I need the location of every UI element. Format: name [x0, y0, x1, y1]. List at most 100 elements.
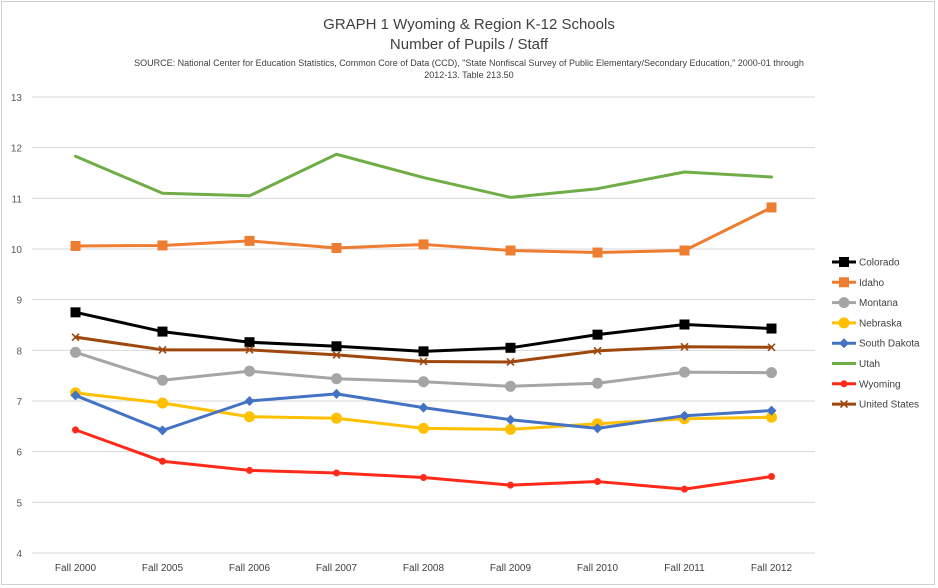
data-point-south-dakota: [679, 410, 690, 421]
y-tick-label: 13: [11, 93, 23, 104]
data-point-colorado: [418, 346, 429, 357]
data-point-colorado: [157, 326, 168, 337]
y-tick-label: 10: [11, 245, 23, 256]
data-point-colorado: [766, 323, 777, 334]
data-point-montana: [418, 376, 429, 388]
legend-label: United States: [859, 400, 919, 411]
legend-item-south-dakota: South Dakota: [832, 338, 920, 350]
data-point-montana: [766, 367, 777, 379]
y-tick-label: 4: [16, 549, 22, 560]
legend-swatch-marker: [840, 380, 848, 388]
data-point-nebraska: [331, 412, 342, 424]
data-point-montana: [70, 346, 81, 358]
y-tick-label: 12: [11, 144, 23, 155]
data-point-idaho: [331, 242, 342, 253]
data-point-wyoming: [507, 481, 514, 489]
data-point-south-dakota: [331, 388, 342, 399]
data-point-montana: [244, 365, 255, 377]
data-point-nebraska: [244, 411, 255, 423]
x-tick-label: Fall 2006: [229, 563, 271, 574]
x-tick-label: Fall 2010: [577, 563, 619, 574]
data-point-wyoming: [420, 474, 427, 482]
legend-label: South Dakota: [859, 339, 920, 350]
legend-item-montana: Montana: [832, 297, 898, 309]
series-south-dakota: [70, 388, 777, 436]
x-tick-label: Fall 2009: [490, 563, 532, 574]
data-point-colorado: [244, 337, 255, 348]
legend-label: Wyoming: [859, 379, 901, 390]
x-tick-label: Fall 2011: [664, 563, 705, 574]
data-point-wyoming: [159, 457, 166, 465]
x-axis: Fall 2000 Fall 2005 Fall 2006 Fall 2007 Fall…: [55, 563, 793, 574]
y-tick-label: 9: [16, 296, 22, 307]
data-point-south-dakota: [157, 425, 168, 436]
legend: Colorado Idaho Montana Nebraska South Dakota…: [832, 257, 920, 411]
y-tick-label: 7: [16, 397, 22, 408]
data-point-south-dakota: [70, 390, 81, 401]
series-wyoming: [72, 426, 775, 493]
legend-item-idaho: Idaho: [832, 277, 884, 289]
legend-item-utah: Utah: [832, 359, 880, 370]
series-line-utah: [74, 152, 773, 199]
series-united-states: [71, 333, 776, 367]
legend-swatch-marker: [838, 297, 850, 309]
data-point-wyoming: [333, 469, 340, 477]
series-idaho: [70, 202, 777, 258]
data-point-idaho: [418, 239, 429, 250]
y-tick-label: 8: [16, 346, 22, 357]
chart-source-line-1: SOURCE: National Center for Education St…: [134, 58, 804, 68]
legend-swatch-marker: [839, 277, 849, 288]
legend-label: Montana: [859, 298, 898, 309]
data-point-nebraska: [505, 423, 516, 435]
legend-swatch-marker: [839, 257, 849, 267]
data-point-united-states: [245, 345, 254, 354]
data-point-south-dakota: [418, 402, 429, 413]
data-point-nebraska: [157, 397, 168, 409]
data-point-wyoming: [681, 485, 688, 493]
data-point-idaho: [679, 245, 690, 256]
legend-label: Utah: [859, 359, 880, 370]
x-tick-label: Fall 2007: [316, 563, 358, 574]
chart-source-line-2: 2012-13. Table 213.50: [424, 70, 514, 80]
x-tick-label: Fall 2005: [142, 563, 184, 574]
data-point-south-dakota: [505, 414, 516, 425]
legend-swatch-marker: [839, 400, 849, 409]
data-point-united-states: [419, 357, 428, 366]
legend-item-united-states: United States: [832, 400, 919, 411]
legend-label: Colorado: [859, 258, 900, 269]
legend-item-nebraska: Nebraska: [832, 317, 902, 329]
data-point-montana: [505, 380, 516, 392]
y-tick-label: 6: [16, 448, 22, 459]
data-point-nebraska: [766, 411, 777, 423]
series-colorado: [70, 307, 777, 357]
data-point-nebraska: [418, 422, 429, 434]
data-point-south-dakota: [766, 405, 777, 416]
legend-label: Nebraska: [859, 318, 902, 329]
data-point-wyoming: [72, 426, 79, 434]
data-point-colorado: [592, 329, 603, 340]
data-point-idaho: [70, 240, 81, 251]
data-point-idaho: [592, 247, 603, 258]
x-tick-label: Fall 2000: [55, 563, 97, 574]
data-point-wyoming: [768, 472, 775, 480]
legend-swatch-marker: [838, 317, 850, 329]
data-point-montana: [157, 374, 168, 386]
data-point-idaho: [244, 235, 255, 246]
data-point-idaho: [766, 202, 777, 213]
legend-label: Idaho: [859, 278, 884, 289]
data-point-idaho: [157, 240, 168, 251]
data-point-united-states: [680, 342, 689, 351]
data-point-colorado: [679, 319, 690, 330]
chart-title: GRAPH 1 Wyoming & Region K-12 Schools: [323, 16, 615, 33]
data-point-wyoming: [594, 478, 601, 486]
data-point-united-states: [593, 346, 602, 355]
y-tick-label: 5: [16, 498, 22, 509]
data-point-united-states: [767, 343, 776, 352]
data-point-united-states: [332, 350, 341, 359]
series-lines: [70, 152, 777, 493]
data-point-montana: [592, 377, 603, 389]
series-utah: [74, 152, 773, 199]
data-point-colorado: [331, 341, 342, 352]
